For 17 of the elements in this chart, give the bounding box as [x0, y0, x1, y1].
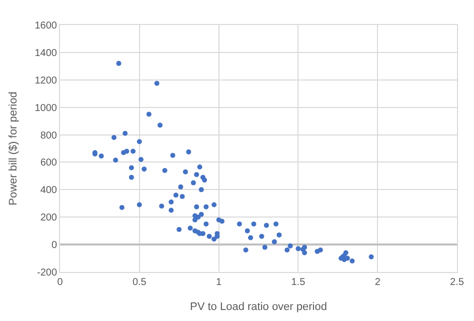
y-tick-label: 1000: [34, 102, 58, 114]
y-tick-label: 1400: [34, 48, 58, 59]
y-tick-label: 1200: [34, 75, 58, 86]
y-tick-label: 600: [40, 158, 58, 169]
x-tick-label: 0.5: [132, 277, 147, 288]
y-tick-label: 1600: [34, 20, 58, 32]
x-tick-label: 2: [374, 277, 381, 288]
y-axis-title: Power bill ($) for period: [7, 92, 20, 206]
y-tick-label: 0: [51, 240, 58, 252]
x-tick-label: 1: [216, 277, 222, 288]
x-tick-label: 1.5: [291, 277, 306, 288]
y-tick-label: -200: [36, 268, 58, 278]
x-tick-label: 2.5: [450, 277, 464, 288]
y-tick-label: 800: [40, 130, 58, 142]
y-tick-label: 200: [40, 212, 58, 224]
y-tick-label: 400: [40, 185, 58, 196]
x-axis-title: PV to Load ratio over period: [190, 301, 327, 314]
